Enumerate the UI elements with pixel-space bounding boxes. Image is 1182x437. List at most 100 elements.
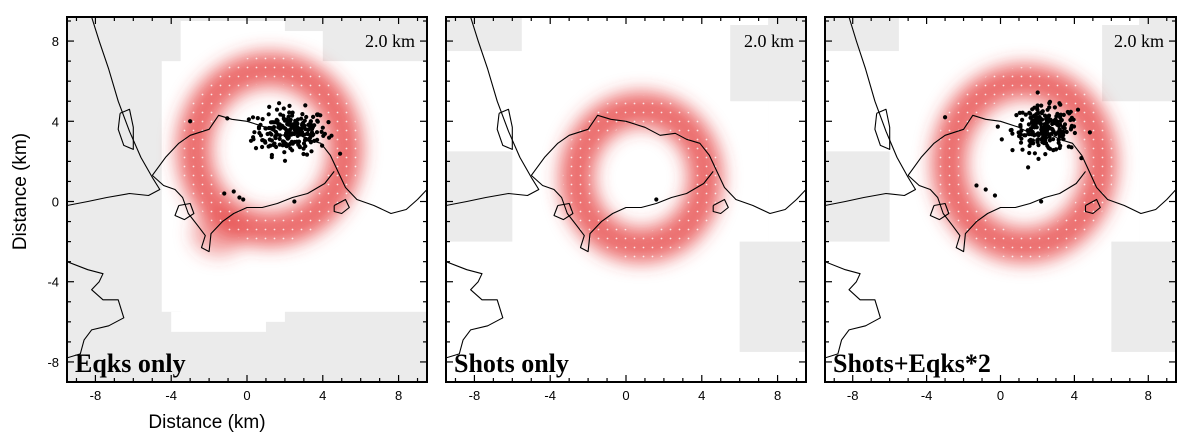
- y-axis-title: Distance (km): [10, 133, 31, 250]
- event-point: [1030, 131, 1035, 136]
- event-point: [271, 143, 276, 148]
- event-point: [284, 144, 289, 149]
- event-point: [1042, 113, 1048, 118]
- event-point: [1020, 147, 1025, 152]
- event-point: [304, 152, 310, 157]
- event-point: [1040, 109, 1045, 114]
- event-point: [1061, 130, 1066, 135]
- event-point: [1038, 121, 1043, 126]
- event-point: [286, 120, 292, 125]
- event-point: [1008, 128, 1013, 133]
- event-point: [303, 103, 308, 108]
- event-point: [260, 144, 265, 150]
- event-point: [267, 137, 272, 142]
- event-point: [1020, 110, 1025, 115]
- event-point: [277, 101, 282, 106]
- event-point: [299, 116, 304, 121]
- event-point: [300, 112, 305, 117]
- event-point: [294, 120, 299, 125]
- event-point: [321, 133, 326, 138]
- event-point: [251, 137, 256, 142]
- event-point: [1057, 131, 1062, 136]
- event-point: [267, 104, 272, 109]
- event-point: [290, 131, 295, 136]
- event-point: [296, 128, 301, 133]
- earthquake-events: [942, 90, 1092, 204]
- event-point: [266, 112, 271, 117]
- event-point: [286, 135, 291, 140]
- x-tick-label: 8: [395, 388, 402, 403]
- event-point: [1039, 199, 1044, 204]
- event-point: [329, 133, 334, 138]
- panel-1: -8 -4 0 4 8 -8 -4 0 4 8 2.0 km Eqks only Distance (k…: [10, 16, 428, 433]
- x-axis-title: Distance (km): [148, 412, 265, 433]
- event-point: [1058, 102, 1063, 107]
- x-tick-label: 8: [1145, 388, 1152, 403]
- y-tick-label: 0: [52, 195, 59, 210]
- event-point: [1041, 125, 1046, 131]
- event-point: [1043, 132, 1048, 137]
- event-point: [1036, 143, 1041, 148]
- coastline: [825, 17, 1176, 359]
- event-point: [1066, 144, 1071, 149]
- event-point: [1071, 124, 1077, 129]
- event-point: [1046, 119, 1051, 124]
- x-tick-label: -4: [921, 388, 933, 403]
- event-point: [277, 136, 282, 141]
- event-point: [1087, 130, 1092, 135]
- event-point: [1035, 103, 1040, 108]
- event-point: [273, 134, 278, 139]
- event-point: [1027, 138, 1032, 143]
- event-point: [1010, 131, 1015, 136]
- event-point: [303, 127, 308, 132]
- event-point: [1027, 150, 1032, 156]
- event-point: [1047, 138, 1052, 143]
- depth-label: 2.0 km: [1114, 31, 1164, 51]
- event-point: [285, 129, 290, 134]
- event-point: [1041, 139, 1046, 144]
- event-point: [308, 133, 313, 138]
- event-point: [1030, 107, 1035, 112]
- x-tick-label: 4: [319, 388, 326, 403]
- event-point: [310, 125, 315, 130]
- event-point: [1051, 148, 1056, 153]
- event-point: [320, 125, 325, 130]
- event-point: [1051, 137, 1056, 142]
- axis-ticks: [825, 17, 1176, 383]
- event-point: [290, 148, 295, 153]
- earthquake-events: [654, 197, 659, 202]
- event-point: [291, 122, 296, 127]
- x-tick-label: 4: [698, 388, 705, 403]
- event-point: [1057, 145, 1062, 151]
- event-point: [257, 130, 262, 136]
- event-point: [250, 115, 256, 120]
- y-tick-label: 4: [52, 114, 59, 129]
- event-point: [1017, 134, 1022, 139]
- event-point: [282, 150, 287, 155]
- x-tick-label: 0: [622, 388, 629, 403]
- x-tick-label: -8: [469, 388, 481, 403]
- event-point: [277, 122, 282, 127]
- event-point: [1027, 143, 1032, 148]
- event-point: [1047, 105, 1052, 110]
- event-point: [266, 125, 272, 131]
- event-point: [260, 138, 266, 143]
- event-point: [1040, 131, 1045, 136]
- event-point: [274, 107, 280, 112]
- event-point: [252, 130, 257, 135]
- event-point: [1061, 112, 1066, 117]
- event-point: [1048, 126, 1053, 131]
- event-point: [1043, 135, 1049, 140]
- y-tick-label: 8: [52, 34, 59, 49]
- event-point: [1056, 123, 1061, 128]
- event-point: [1035, 90, 1040, 95]
- earthquake-events: [188, 101, 343, 204]
- event-point: [237, 195, 242, 200]
- x-tick-label: 8: [774, 388, 781, 403]
- event-point: [1056, 137, 1061, 142]
- y-tick-label: -4: [47, 275, 59, 290]
- event-point: [274, 117, 279, 122]
- event-point: [269, 155, 274, 160]
- event-point: [292, 199, 297, 204]
